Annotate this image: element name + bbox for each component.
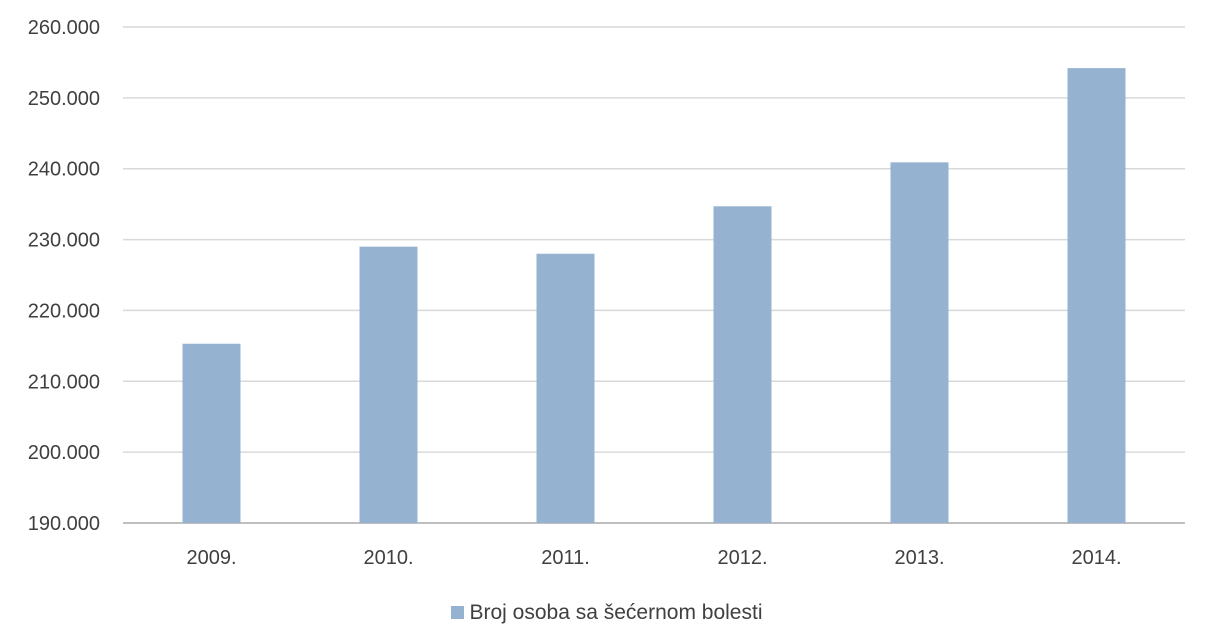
legend: Broj osoba sa šećernom bolesti (0, 599, 1213, 626)
bar (182, 343, 241, 523)
x-axis-tick-labels: 2009. 2010. 2011. 2012. 2013. 2014. (186, 547, 1121, 569)
bar (713, 206, 772, 524)
x-tick-label: 2011. (541, 547, 590, 569)
bar (890, 162, 949, 523)
y-tick-label: 210.000 (28, 371, 100, 393)
y-tick-label: 260.000 (28, 17, 100, 39)
x-tick-label: 2013. (894, 547, 944, 569)
y-tick-label: 240.000 (28, 159, 100, 181)
y-tick-label: 250.000 (28, 88, 100, 110)
y-tick-label: 230.000 (28, 230, 100, 252)
x-tick-label: 2010. (363, 547, 413, 569)
bar (536, 253, 595, 523)
x-tick-label: 2012. (717, 547, 767, 569)
gridlines (123, 26, 1185, 524)
bars (182, 68, 1126, 524)
bar (359, 246, 418, 523)
y-axis-tick-labels: 190.000 200.000 210.000 220.000 230.000 240.0… (28, 17, 100, 535)
y-tick-label: 200.000 (28, 442, 100, 464)
bar-chart: 190.000 200.000 210.000 220.000 230.000 240.0… (28, 17, 1185, 569)
y-tick-label: 190.000 (28, 513, 100, 535)
x-tick-label: 2009. (186, 547, 236, 569)
legend-swatch (450, 606, 464, 619)
y-tick-label: 220.000 (28, 300, 100, 322)
legend-label: Broj osoba sa šećernom bolesti (469, 600, 763, 624)
bar (1067, 68, 1126, 524)
x-tick-label: 2014. (1071, 547, 1121, 569)
